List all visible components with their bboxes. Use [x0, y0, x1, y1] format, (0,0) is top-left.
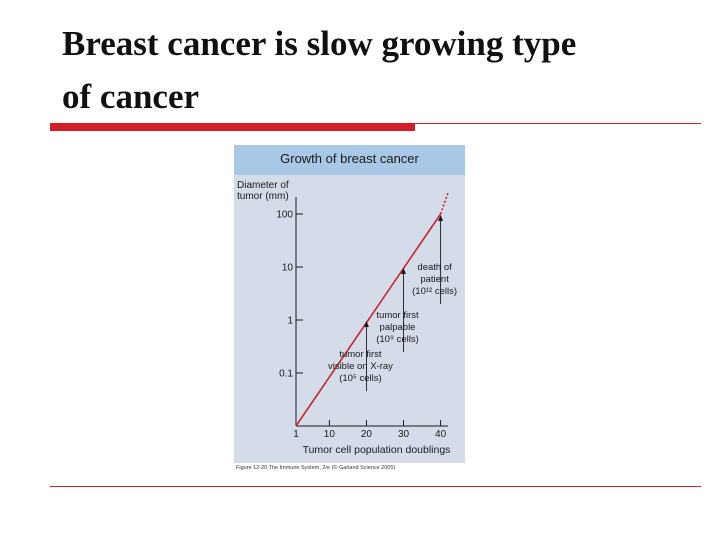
y-tick-label: 100	[276, 210, 293, 221]
annotation-label: visible on X-ray	[328, 361, 393, 372]
annotation-arrowhead	[363, 321, 369, 327]
chart-title: Growth of breast cancer	[280, 151, 419, 166]
slide-title-line-2: of cancer	[62, 76, 200, 116]
growth-line	[295, 213, 442, 427]
figure-caption: Figure 12-20 The Immune System, 2/e (© G…	[236, 465, 396, 471]
footer-divider-line	[50, 486, 701, 487]
y-tick-label: 0.1	[279, 369, 293, 380]
growth-chart-figure: Growth of breast cancer Diameter of tumo…	[234, 145, 465, 463]
x-tick-label: 30	[398, 429, 410, 440]
y-axis-label-line-1: Diameter of	[237, 180, 289, 191]
annotation-arrowhead	[401, 268, 407, 274]
growth-line-projected	[439, 192, 449, 215]
annotation-label: tumor first	[339, 349, 382, 360]
x-tick-label: 10	[324, 429, 336, 440]
chart-title-bar: Growth of breast cancer	[234, 145, 465, 175]
x-tick-label: 40	[435, 429, 447, 440]
slide-title-line-1: Breast cancer is slow growing type	[62, 24, 577, 63]
annotation-label: (10¹² cells)	[412, 286, 457, 297]
annotation-label: tumor first	[376, 310, 419, 321]
annotation-label: death of	[417, 262, 452, 273]
x-axis-label: Tumor cell population doublings	[302, 444, 451, 456]
y-axis-label-line-2: tumor (mm)	[237, 191, 289, 202]
annotation-label: (10⁹ cells)	[376, 334, 419, 345]
slide-title: Breast cancer is slow growing type of ca…	[62, 18, 702, 123]
y-tick-label: 1	[287, 316, 293, 327]
annotation-label: palpable	[380, 322, 416, 333]
annotation-arrowhead	[438, 215, 444, 221]
y-tick-label: 10	[282, 263, 294, 274]
title-divider-line	[415, 123, 701, 124]
annotation-label: patient	[420, 274, 449, 285]
title-accent-bar	[50, 123, 415, 131]
x-tick-label: 1	[293, 429, 299, 440]
annotation-label: (10⁵ cells)	[339, 373, 381, 384]
x-tick-label: 20	[361, 429, 373, 440]
